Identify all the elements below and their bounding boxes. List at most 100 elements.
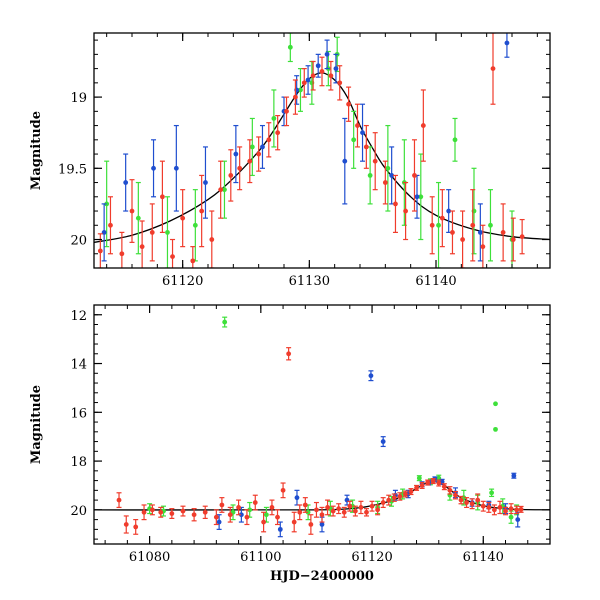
x-tick-label: 61140 (415, 274, 456, 289)
data-point-green (249, 117, 255, 177)
data-point-red (141, 504, 147, 521)
data-point-green (436, 181, 442, 268)
data-point-blue (315, 53, 321, 78)
bottom-x-axis-label: HJD−2400000 (270, 569, 374, 584)
data-point-red (269, 499, 275, 516)
data-point-green (452, 117, 458, 162)
data-point-blue (173, 124, 179, 212)
y-tick-label: 16 (70, 406, 87, 421)
data-point-red (266, 122, 272, 158)
data-point-green (164, 196, 170, 268)
data-point-green (487, 189, 493, 262)
data-point-red (436, 479, 442, 487)
data-point-green (416, 475, 422, 482)
y-tick-label: 20 (70, 504, 87, 519)
y-tick-label: 20 (70, 234, 87, 249)
data-point-red (280, 482, 286, 499)
data-point-red (429, 196, 435, 255)
data-point-red (247, 139, 253, 184)
data-point-red (199, 174, 205, 248)
data-point-red (441, 483, 447, 491)
data-point-red (213, 509, 219, 526)
data-point-blue (360, 103, 366, 162)
top-y-axis-label: Magnitude (29, 111, 44, 190)
data-point-red (256, 136, 262, 172)
data-point-red (139, 220, 145, 268)
data-point-red (386, 494, 392, 506)
data-point-red (302, 497, 308, 513)
data-point-red (500, 203, 506, 262)
data-point-blue (380, 436, 386, 448)
data-point-red (219, 497, 225, 513)
data-point-red (358, 500, 364, 515)
data-point-blue (233, 124, 239, 184)
data-point-red (397, 492, 403, 501)
data-point-red (252, 494, 258, 511)
data-point-green (385, 124, 391, 212)
data-point-green (135, 181, 141, 255)
data-point-red (391, 493, 397, 502)
x-tick-label: 61130 (289, 274, 330, 289)
data-point-red (510, 217, 516, 262)
data-point-red (275, 115, 281, 151)
data-point-red (180, 505, 186, 517)
data-point-red (191, 508, 197, 522)
data-point-red (508, 503, 514, 515)
data-point-green (247, 501, 253, 518)
data-point-green (222, 316, 228, 328)
data-point-red (308, 514, 314, 535)
data-point-red (319, 56, 325, 87)
data-point-red (519, 218, 525, 255)
data-point-red (292, 79, 298, 115)
bottom-panel-full-light-curve: 61080 61100 61120 61140 12 14 16 18 20 Magnitud… (29, 304, 551, 584)
data-point-red (449, 210, 455, 255)
y-tick-label: 18 (70, 455, 87, 470)
data-point-blue (511, 472, 517, 479)
data-point-red (347, 500, 353, 512)
data-point-red (447, 486, 453, 495)
data-point-red (503, 506, 509, 516)
y-tick-label: 19 (70, 91, 87, 106)
data-point-red (411, 139, 417, 212)
data-point-red (129, 179, 135, 243)
data-point-blue (216, 514, 222, 530)
data-point-red (261, 511, 267, 533)
data-point-red (346, 86, 352, 122)
data-point-red (149, 203, 155, 262)
data-point-red (313, 501, 319, 518)
data-point-green (367, 146, 373, 205)
data-point-red (159, 160, 165, 233)
data-point-red (227, 506, 233, 523)
data-point-green (351, 110, 357, 169)
data-point-red (310, 60, 316, 91)
x-tick-label: 61080 (129, 550, 170, 565)
data-point-red (452, 490, 458, 500)
top-y-axis: 19 19.5 20 (58, 39, 550, 255)
data-point-red (480, 224, 486, 268)
data-point-blue (342, 117, 348, 205)
data-point-red (123, 515, 129, 534)
data-point-red (414, 484, 420, 491)
data-point-blue (389, 146, 395, 205)
data-point-red (408, 488, 414, 496)
data-point-red (430, 478, 436, 485)
data-point-red (470, 189, 476, 262)
data-point-red (352, 505, 358, 517)
data-point-green (297, 68, 303, 112)
data-point-red (382, 160, 388, 205)
bottom-panel-frame (93, 304, 551, 545)
data-point-red (475, 493, 481, 507)
data-point-red (301, 68, 307, 98)
top-panel-frame (93, 32, 551, 269)
data-point-blue (101, 203, 107, 262)
data-point-red (202, 505, 208, 519)
data-point-red (297, 504, 303, 521)
data-point-red (469, 498, 475, 510)
y-tick-label: 14 (70, 358, 87, 373)
data-point-blue (305, 65, 311, 95)
data-point-red (116, 492, 122, 509)
data-point-red (180, 189, 186, 248)
data-point-red (336, 503, 342, 515)
data-point-red (236, 499, 242, 516)
data-point-red (169, 508, 175, 519)
